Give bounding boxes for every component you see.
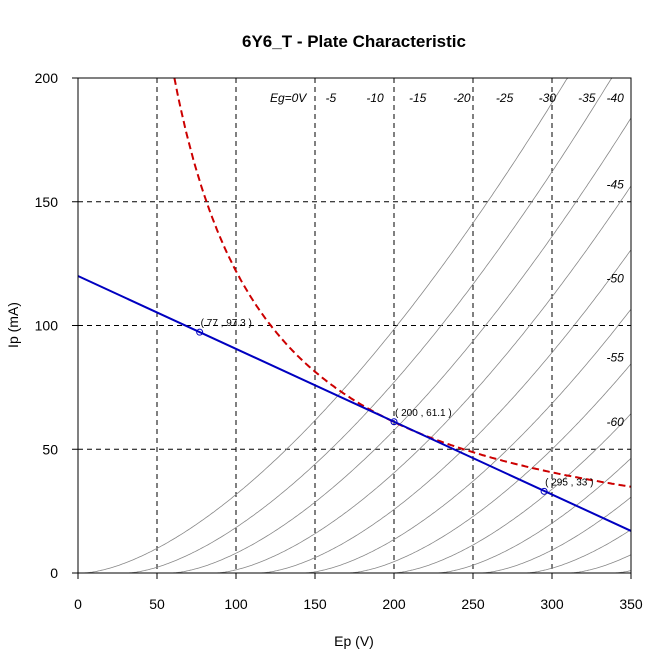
operating-point-label: ( 295 , 33 ) [545, 477, 593, 488]
curve-label: -50 [607, 271, 625, 285]
y-tick-label: 100 [35, 318, 59, 334]
plate-curve-line [215, 185, 632, 574]
curve-label: -30 [539, 91, 557, 105]
plate-curves [82, 77, 632, 574]
plate-curve-line [480, 496, 632, 574]
load-line-group [77, 275, 632, 532]
curve-label: -60 [607, 415, 625, 429]
plate-curve-line [82, 77, 569, 574]
curve-label: -10 [366, 91, 384, 105]
load-line [77, 275, 632, 532]
curve-label: -45 [607, 177, 625, 191]
curve-label: Eg=0V [270, 91, 307, 105]
curve-label: -40 [607, 91, 625, 105]
curve-label: -5 [325, 91, 336, 105]
x-tick-label: 0 [74, 596, 82, 612]
plate-curve-line [303, 308, 632, 574]
x-tick-label: 350 [619, 596, 643, 612]
curve-label: -55 [607, 351, 625, 365]
y-axis-ticks: 0 50 100 150 200 [35, 70, 78, 581]
curve-labels: Eg=0V -5 -10 -15 -20 -25 -30 -35 -40 -45 -50 -55 -60 [270, 91, 624, 429]
plate-curve-line [259, 249, 632, 574]
x-tick-label: 100 [224, 596, 248, 612]
x-axis-ticks: 0 50 100 150 200 250 300 350 [74, 573, 643, 612]
curve-label: -20 [453, 91, 471, 105]
plate-curve-line [525, 529, 632, 574]
operating-point-marker [540, 487, 548, 495]
x-tick-label: 50 [149, 596, 165, 612]
operating-point-label: ( 200 , 61.1 ) [395, 408, 452, 419]
curve-label: -15 [409, 91, 427, 105]
chart-title: 6Y6_T - Plate Characteristic [242, 32, 466, 51]
plate-curve-line [171, 117, 632, 574]
y-tick-label: 200 [35, 70, 59, 86]
plate-curve-line [436, 458, 632, 574]
operating-point-marker [196, 328, 204, 336]
curve-label: -25 [496, 91, 514, 105]
x-tick-label: 300 [540, 596, 564, 612]
plate-curve-line [348, 363, 632, 574]
x-axis-label: Ep (V) [334, 633, 374, 649]
y-tick-label: 50 [42, 441, 58, 457]
curve-label: -35 [578, 91, 596, 105]
y-tick-label: 150 [35, 194, 59, 210]
plate-curve-line [392, 413, 632, 574]
x-tick-label: 150 [303, 596, 327, 612]
y-axis-label: Ip (mA) [5, 302, 21, 348]
plate-curve-line [569, 554, 632, 574]
y-tick-label: 0 [50, 565, 58, 581]
grid [78, 78, 631, 573]
operating-points: ( 77 , 97.3 ) ( 200 , 61.1 ) ( 295 , 33 ) [196, 318, 593, 495]
operating-point-marker [390, 418, 398, 426]
x-tick-label: 250 [461, 596, 485, 612]
operating-point-label: ( 77 , 97.3 ) [201, 318, 252, 329]
x-tick-label: 200 [382, 596, 406, 612]
